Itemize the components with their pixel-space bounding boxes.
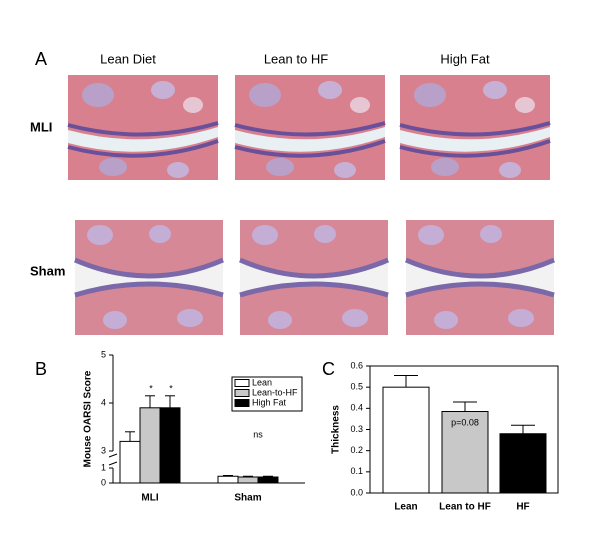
column-header: Lean to HF (264, 51, 328, 66)
annotation: * (149, 383, 153, 393)
x-tick-label: Lean (394, 502, 417, 513)
axis-break (108, 453, 118, 458)
row-label: Sham (30, 263, 65, 278)
y-axis-label: Thickness (331, 405, 342, 454)
histology-image (406, 220, 554, 335)
bar (257, 476, 279, 484)
annotation: ** (519, 442, 527, 452)
annotation: * (169, 383, 173, 393)
x-tick-label: HF (516, 502, 529, 513)
y-tick-label: 1 (101, 462, 106, 472)
bar (237, 476, 259, 484)
bar (217, 475, 239, 484)
bar (119, 440, 141, 484)
histology-image (75, 220, 223, 335)
panel-label: B (35, 359, 47, 379)
y-tick-label: 0 (101, 477, 106, 487)
y-tick-label: 0.4 (350, 403, 363, 413)
legend-label: Lean (252, 377, 272, 387)
y-tick-label: 4 (101, 397, 106, 407)
y-tick-label: 0.6 (350, 360, 363, 370)
bar (159, 407, 181, 484)
histology-image (66, 73, 220, 182)
y-tick-label: 0.3 (350, 424, 363, 434)
y-tick-label: 3 (101, 445, 106, 455)
annotation: p=0.08 (451, 417, 479, 427)
legend-swatch (234, 389, 250, 397)
y-tick-label: 0.0 (350, 487, 363, 497)
legend-label: Lean-to-HF (252, 387, 298, 397)
y-tick-label: 0.5 (350, 382, 363, 392)
panel-label: C (322, 359, 335, 379)
y-tick-label: 0.1 (350, 466, 363, 476)
column-header: Lean Diet (100, 51, 156, 66)
histology-image (233, 73, 387, 182)
annotation: ns (253, 429, 263, 439)
bar (382, 386, 430, 494)
x-tick-label: MLI (141, 493, 158, 504)
bar (139, 407, 161, 484)
y-axis-label: Mouse OARSI Score (83, 370, 94, 467)
x-tick-label: Sham (234, 493, 261, 504)
bar (441, 411, 489, 494)
x-tick-label: Lean to HF (439, 502, 491, 513)
column-header: High Fat (440, 51, 490, 66)
panel-label: A (35, 49, 47, 69)
row-label: MLI (30, 119, 52, 134)
y-tick-label: 5 (101, 349, 106, 359)
legend-swatch (234, 399, 250, 407)
legend-label: High Fat (252, 397, 287, 407)
axis-break (108, 461, 118, 466)
histology-image (398, 73, 552, 182)
y-tick-label: 0.2 (350, 445, 363, 455)
histology-image (240, 220, 388, 335)
legend-swatch (234, 379, 250, 387)
